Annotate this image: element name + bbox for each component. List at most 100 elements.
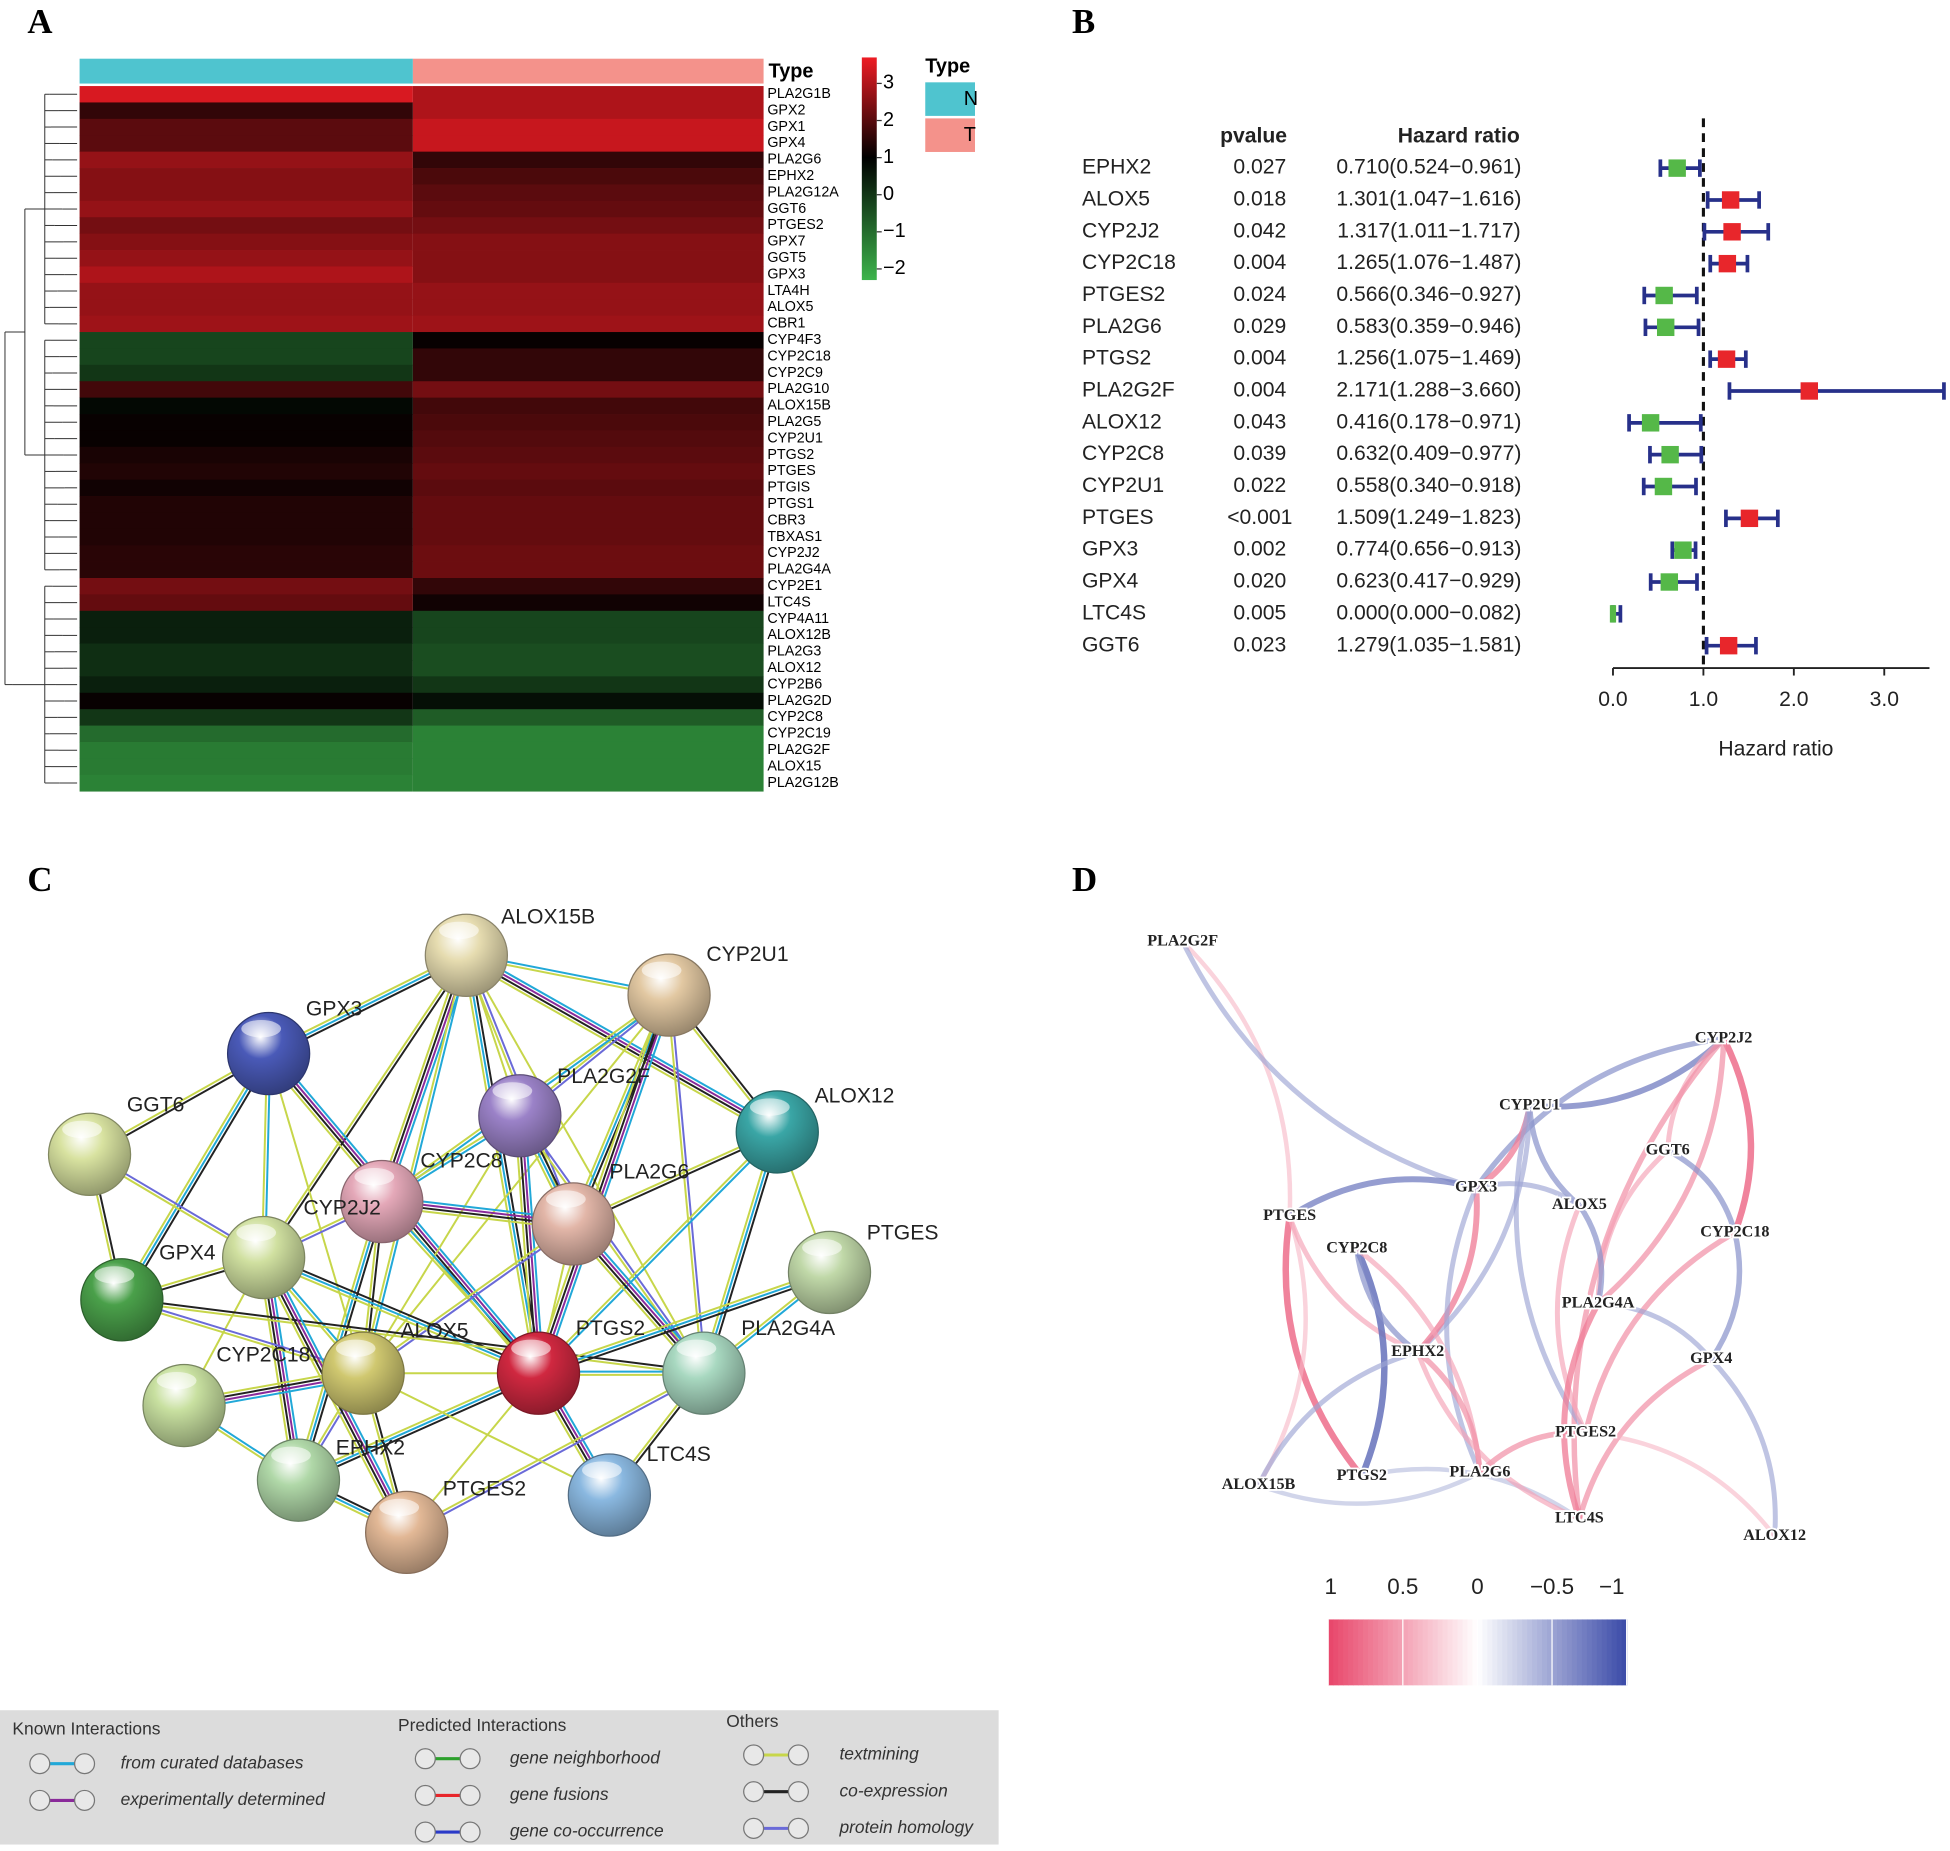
colorbar <box>1372 1619 1379 1686</box>
heatmap-cell <box>79 741 413 759</box>
colorbar <box>1507 1619 1513 1686</box>
legend-icon <box>414 1784 436 1806</box>
row-label: PTGES2 <box>767 217 823 233</box>
heatmap-cell <box>79 414 413 431</box>
colorbar <box>1557 1619 1563 1686</box>
heatmap-cell <box>412 414 764 431</box>
pvalue: <0.001 <box>1227 506 1292 529</box>
point <box>1717 350 1736 368</box>
node-label: PTGS2 <box>1337 1467 1387 1484</box>
network-edge <box>462 955 537 1374</box>
row-label: PTGS1 <box>767 496 814 512</box>
row-label: PTGES <box>1082 506 1154 529</box>
heatmap-cell <box>79 184 413 202</box>
node-highlight <box>676 1339 717 1358</box>
heatmap-cell <box>79 610 413 628</box>
heatmap-cell <box>412 168 764 185</box>
colorbar <box>1571 1619 1578 1686</box>
colorbar <box>1611 1619 1618 1686</box>
colorbar <box>1387 1619 1394 1686</box>
node-highlight <box>94 1266 135 1284</box>
colorbar <box>1497 1619 1503 1686</box>
colorbar <box>1472 1619 1479 1686</box>
correlation-edge <box>1513 1105 1588 1435</box>
row-label: LTC4S <box>767 594 810 610</box>
legend-icon <box>73 1789 96 1811</box>
node-label: CYP2U1 <box>706 943 788 966</box>
colorbar <box>1462 1619 1469 1686</box>
node-label: PLA2G6 <box>1449 1463 1510 1480</box>
node-label: ALOX15B <box>501 906 595 929</box>
point <box>1800 382 1819 400</box>
network-edge <box>121 1297 705 1373</box>
correlation-edge <box>1287 1215 1419 1355</box>
correlation-edge <box>1353 1247 1388 1478</box>
colorbar <box>1601 1619 1608 1686</box>
legend-icon <box>743 1781 765 1803</box>
network-edge <box>121 1053 270 1301</box>
colorbar <box>1338 1619 1344 1686</box>
node-label: LTC4S <box>647 1443 711 1466</box>
node-label: GPX4 <box>1690 1350 1732 1367</box>
legend-label: N <box>964 88 978 110</box>
row-label: PTGIS <box>767 480 810 496</box>
correlation-edge <box>1257 1470 1481 1506</box>
row-label: CYP4F3 <box>767 332 821 348</box>
pvalue: 0.018 <box>1233 188 1286 211</box>
hr-label: 0.774(0.656−0.913) <box>1336 538 1521 561</box>
heatmap-cell <box>79 332 413 349</box>
colorbar <box>1377 1619 1384 1686</box>
heatmap-cell <box>79 512 413 530</box>
node-highlight <box>236 1223 277 1242</box>
pvalue: 0.020 <box>1233 570 1286 593</box>
legend-label: co-expression <box>839 1780 947 1800</box>
node-highlight <box>156 1371 197 1390</box>
hr-label: 0.632(0.409−0.977) <box>1336 442 1521 465</box>
heatmap-cell <box>412 315 764 333</box>
row-label: PLA2G12A <box>767 184 839 200</box>
colorbar <box>1417 1619 1424 1686</box>
colorbar <box>1397 1619 1404 1686</box>
hr-label: 1.265(1.076−1.487) <box>1336 251 1521 274</box>
row-label: GPX4 <box>767 135 805 151</box>
row-label: GGT6 <box>767 201 806 217</box>
correlation-edge <box>1666 1148 1738 1234</box>
colorbar <box>1517 1619 1523 1686</box>
heatmap-cell <box>79 627 413 644</box>
heatmap-cell <box>412 86 764 103</box>
panel-label: B <box>1072 2 1095 41</box>
node-label: PTGES <box>1263 1207 1316 1224</box>
row-label: PLA2G2F <box>767 742 830 758</box>
colorbar <box>1566 1619 1573 1686</box>
colorbar-label: 0.5 <box>1387 1574 1418 1599</box>
legend-label: gene neighborhood <box>510 1747 661 1767</box>
heatmap-cell <box>412 512 764 530</box>
colorbar <box>1482 1619 1488 1686</box>
heatmap-cell <box>412 364 764 382</box>
heatmap-cell <box>79 217 413 235</box>
legend-icon <box>414 1821 436 1843</box>
legend-label: from curated databases <box>121 1752 304 1772</box>
correlation-edge <box>1361 1466 1581 1521</box>
row-label: CYP4A11 <box>767 611 829 627</box>
heatmap-cell <box>412 446 764 464</box>
network-edge <box>118 1051 267 1299</box>
heatmap-cell <box>412 463 764 480</box>
node-label: CYP2J2 <box>1695 1029 1752 1046</box>
network-edge <box>702 1131 779 1374</box>
hr-label: 2.171(1.288−3.660) <box>1336 379 1521 402</box>
colorbar <box>1552 1619 1558 1686</box>
colorbar-label: 3 <box>883 72 894 94</box>
panel-label: D <box>1072 860 1097 899</box>
legend-icon <box>743 1817 765 1839</box>
heatmap-cell <box>79 86 413 103</box>
network-edge <box>121 1300 704 1376</box>
network-edge <box>261 953 466 1258</box>
heatmap-cell <box>79 200 413 218</box>
network-edge <box>264 955 469 1260</box>
network-edge <box>376 953 463 1201</box>
colorbar <box>1442 1619 1449 1686</box>
heatmap-cell <box>412 709 764 726</box>
correlation-edge <box>1576 1357 1713 1520</box>
network-edge <box>538 1132 780 1376</box>
